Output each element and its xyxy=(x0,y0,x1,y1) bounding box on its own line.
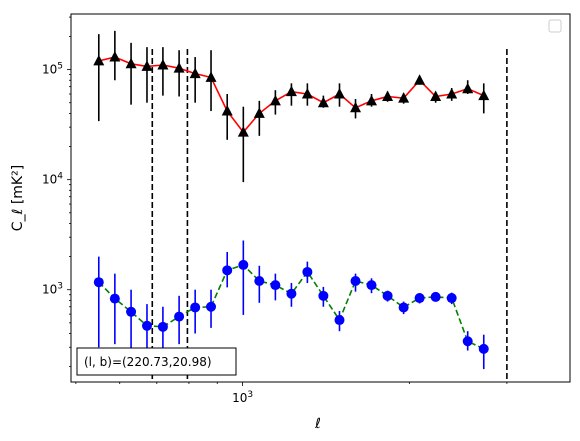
series-2-marker-13 xyxy=(286,288,297,299)
series-1-marker-20 xyxy=(398,92,410,103)
series-1-marker-11 xyxy=(253,107,265,118)
series-1-marker-8 xyxy=(205,71,217,82)
series-1-marker-24 xyxy=(462,82,474,94)
series-1-marker-2 xyxy=(109,51,121,62)
series-1-marker-17 xyxy=(350,101,362,113)
series-2-marker-3 xyxy=(126,306,137,317)
legend-box xyxy=(548,19,562,33)
series-2-marker-6 xyxy=(174,311,185,322)
series-1-marker-14 xyxy=(301,88,313,99)
series-2-marker-8 xyxy=(206,301,217,312)
series-2-marker-22 xyxy=(430,291,441,302)
series-1-marker-19 xyxy=(382,90,394,101)
series-2-marker-19 xyxy=(382,290,393,301)
series-1-marker-23 xyxy=(446,88,458,99)
plot-frame xyxy=(70,13,571,383)
annotation-text: (l, b)=(220.73,20.98) xyxy=(84,355,212,369)
series-1-marker-4 xyxy=(141,60,153,71)
series-2-marker-17 xyxy=(350,275,361,286)
axes-layer: 103 103 104 105 xyxy=(42,13,571,405)
series-2 xyxy=(93,240,489,370)
series-1-marker-15 xyxy=(317,96,329,108)
series-1-marker-9 xyxy=(221,105,233,116)
series-2-marker-5 xyxy=(157,321,168,332)
series-1 xyxy=(93,30,490,183)
series-2-marker-23 xyxy=(446,293,457,304)
series-2-marker-16 xyxy=(334,315,345,326)
series-1-marker-10 xyxy=(237,126,249,137)
series-1-marker-5 xyxy=(157,59,169,70)
y-tick-label: 105 xyxy=(42,62,63,77)
series-2-marker-18 xyxy=(366,280,377,291)
annotation-box: (l, b)=(220.73,20.98) xyxy=(76,347,237,376)
series-2-marker-10 xyxy=(238,259,249,270)
y-tick-label: 104 xyxy=(42,172,63,187)
series-2-marker-25 xyxy=(478,343,489,354)
series-2-marker-7 xyxy=(190,302,201,313)
series-1-marker-25 xyxy=(478,89,490,101)
series-2-marker-9 xyxy=(222,265,233,276)
series-2-marker-1 xyxy=(93,277,104,288)
series-2-marker-2 xyxy=(109,293,120,304)
series-1-marker-1 xyxy=(93,54,105,66)
series-1-marker-12 xyxy=(269,94,281,106)
x-tick-label: 103 xyxy=(232,390,253,405)
series-2-marker-21 xyxy=(414,293,425,304)
series-1-marker-13 xyxy=(285,85,297,97)
y-axis-label: C_ℓ [mK²] xyxy=(10,165,26,231)
series-1-marker-3 xyxy=(125,57,137,69)
plot-layer xyxy=(93,30,508,382)
series-2-marker-14 xyxy=(302,266,313,277)
series-1-marker-6 xyxy=(173,62,185,73)
series-1-marker-22 xyxy=(430,90,442,101)
series-2-marker-12 xyxy=(270,280,281,291)
series-1-marker-7 xyxy=(189,67,201,79)
series-2-marker-4 xyxy=(141,320,152,331)
series-1-marker-21 xyxy=(414,74,426,85)
y-tick-label: 103 xyxy=(42,282,63,297)
series-1-marker-16 xyxy=(333,88,345,99)
series-2-marker-20 xyxy=(398,302,409,313)
series-2-marker-11 xyxy=(254,275,265,286)
annotation-frame xyxy=(76,347,237,376)
series-1-marker-18 xyxy=(366,94,378,106)
series-2-marker-24 xyxy=(462,336,473,347)
series-2-marker-15 xyxy=(318,290,329,301)
x-axis-label: ℓ xyxy=(314,416,321,432)
